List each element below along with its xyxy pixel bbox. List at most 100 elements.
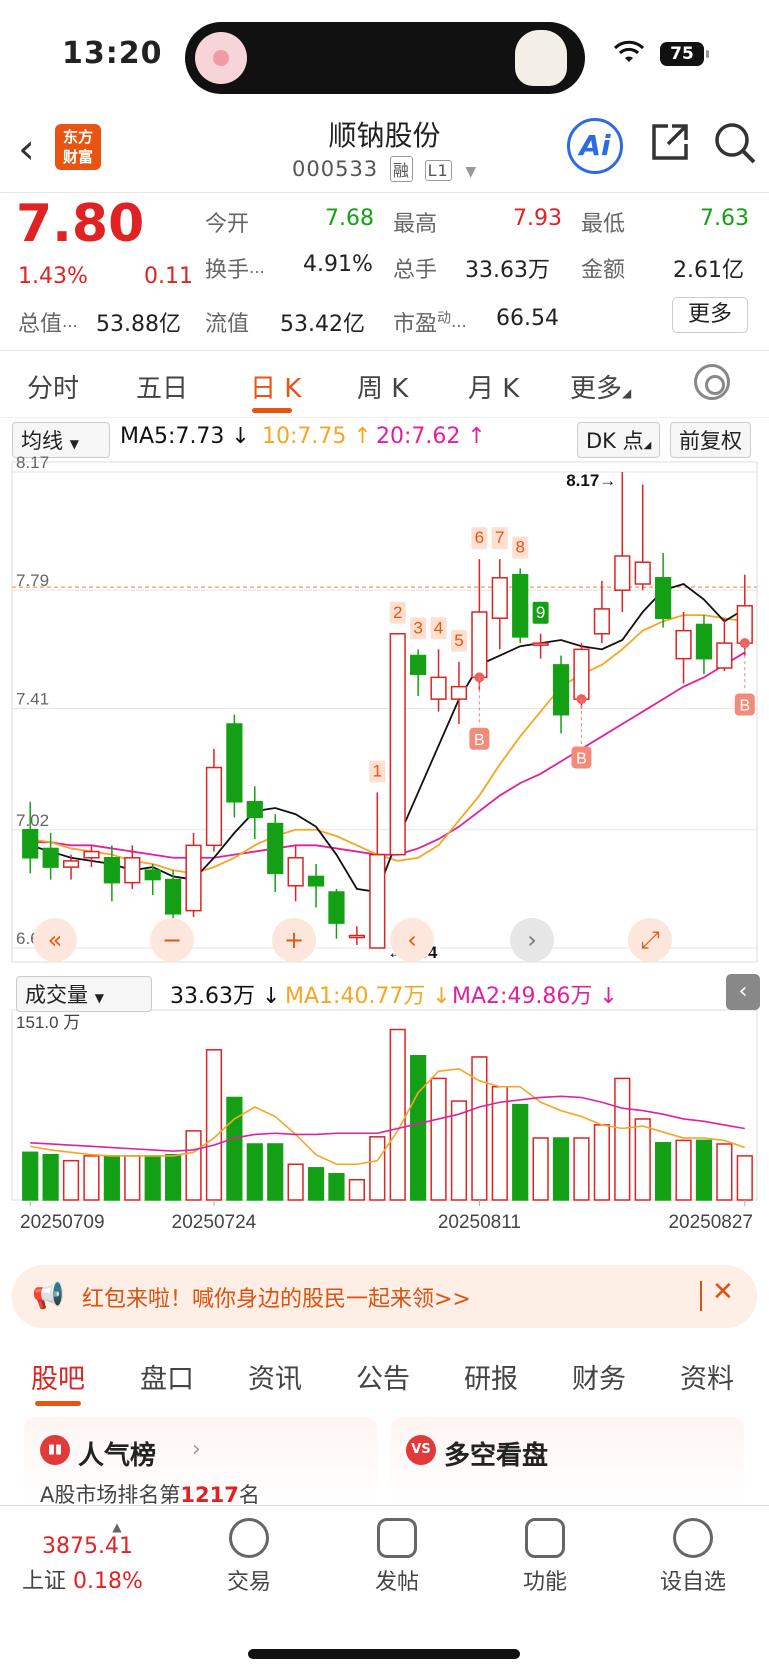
rank-number: 1217 bbox=[180, 1483, 239, 1507]
bull-bear-card[interactable]: VS 多空看盘 bbox=[390, 1417, 744, 1507]
prev-icon[interactable] bbox=[390, 918, 434, 962]
tab-finance[interactable]: 财务 bbox=[572, 1364, 626, 1395]
tab-monthly-k[interactable]: 月 K bbox=[468, 374, 520, 404]
logo-text-1: 东方 bbox=[62, 128, 93, 146]
zoom-in-icon[interactable] bbox=[272, 918, 316, 962]
low-value: 7.63 bbox=[700, 206, 749, 231]
popularity-card[interactable]: ▮▮ 人气榜 › A股市场排名第1217名 bbox=[24, 1417, 378, 1507]
volume-bar bbox=[103, 1155, 120, 1201]
signal-badge bbox=[734, 693, 755, 716]
kline-chart[interactable]: 8.177.797.417.026.64123456789BBB8.17→←6.… bbox=[0, 0, 769, 1250]
volume-ma1: MA1:40.77万 ↓ bbox=[285, 984, 451, 1009]
volume-bar bbox=[369, 1136, 386, 1201]
ma-select[interactable]: 均线 ▼ bbox=[12, 422, 110, 458]
margin-tag: 融 bbox=[389, 156, 413, 182]
zoom-out-icon[interactable] bbox=[150, 918, 194, 962]
tab-guba[interactable]: 股吧 bbox=[31, 1364, 85, 1395]
open-label: 今开 bbox=[205, 212, 250, 237]
index-change: 0.18% bbox=[73, 1569, 143, 1594]
promo-banner[interactable]: 📢 红包来啦！喊你身边的股民一起来领>> ✕ bbox=[12, 1265, 757, 1328]
candle-body bbox=[573, 648, 590, 700]
close-icon[interactable]: ✕ bbox=[712, 1277, 734, 1307]
ai-button[interactable]: Ai bbox=[567, 118, 623, 174]
battery-icon: 75 bbox=[660, 42, 709, 66]
tab-research[interactable]: 研报 bbox=[464, 1364, 518, 1395]
stock-code-row[interactable]: 000533 融 L1 ▼ bbox=[292, 156, 477, 182]
tab-orderbook[interactable]: 盘口 bbox=[140, 1364, 194, 1395]
index-widget[interactable]: ▲ 3875.41 上证 0.18% bbox=[22, 1520, 172, 1595]
dk-point-button[interactable]: DK 点◢ bbox=[577, 422, 661, 458]
flower-icon bbox=[195, 32, 247, 84]
y-tick-label: 7.79 bbox=[16, 571, 49, 590]
tab-five-day[interactable]: 五日 bbox=[136, 374, 189, 404]
sequence-label: 9 bbox=[536, 603, 545, 622]
float-cap-value: 53.42亿 bbox=[280, 312, 365, 337]
nav-functions[interactable]: 功能 bbox=[500, 1518, 590, 1596]
nav-functions-label: 功能 bbox=[522, 1570, 567, 1595]
tab-news[interactable]: 资讯 bbox=[248, 1364, 302, 1395]
volume-bar bbox=[655, 1142, 672, 1201]
zoom-in-icon-glyph: + bbox=[284, 926, 304, 954]
share-icon[interactable] bbox=[648, 120, 692, 164]
divider bbox=[700, 1281, 702, 1311]
volume-bar bbox=[736, 1155, 753, 1201]
amount-label: 金额 bbox=[581, 258, 626, 283]
rewind-icon[interactable] bbox=[33, 918, 77, 962]
more-button[interactable]: 更多 bbox=[672, 297, 748, 333]
candle-body bbox=[83, 850, 100, 859]
fullscreen-icon-glyph: ⤢ bbox=[640, 926, 659, 954]
volume-bar bbox=[593, 1124, 610, 1201]
volume-bar bbox=[430, 1077, 447, 1201]
candle-body bbox=[348, 934, 365, 939]
volume-bar bbox=[532, 1137, 549, 1201]
next-icon[interactable] bbox=[510, 918, 554, 962]
candle-body bbox=[389, 633, 406, 856]
volume-bar bbox=[287, 1163, 304, 1201]
nav-trade-label: 交易 bbox=[226, 1570, 271, 1595]
tab-announcements[interactable]: 公告 bbox=[356, 1364, 410, 1395]
volume-select[interactable]: 成交量 ▼ bbox=[16, 976, 152, 1012]
candle-body bbox=[165, 878, 182, 915]
nav-watchlist[interactable]: 设自选 bbox=[648, 1518, 738, 1596]
caret-icon: ◢ bbox=[643, 440, 652, 451]
next-icon-glyph: › bbox=[527, 926, 537, 954]
back-button[interactable]: ‹ bbox=[18, 124, 35, 173]
sequence-badge bbox=[491, 527, 508, 550]
volume-indicator-row: 成交量 ▼ 33.63万 ↓ MA1:40.77万 ↓ MA2:49.86万 ↓… bbox=[0, 974, 769, 1012]
prev-icon-glyph: ‹ bbox=[407, 926, 417, 954]
status-bar: 13:20 75 bbox=[0, 0, 769, 110]
info-icon[interactable]: ⋯ bbox=[451, 316, 468, 335]
volume-bar bbox=[573, 1137, 590, 1201]
nav-post[interactable]: 发帖 bbox=[352, 1518, 442, 1596]
tab-daily-k[interactable]: 日 K bbox=[250, 374, 302, 404]
x-tick-label: 20250811 bbox=[438, 1212, 521, 1233]
status-time: 13:20 bbox=[62, 36, 163, 71]
max-annotation: 8.17→ bbox=[566, 471, 616, 490]
chevron-down-icon: ▼ bbox=[465, 164, 478, 180]
index-name: 上证 bbox=[22, 1569, 67, 1594]
fullscreen-icon[interactable] bbox=[628, 918, 672, 962]
current-price: 7.80 bbox=[16, 194, 145, 254]
high-label: 最高 bbox=[393, 212, 438, 237]
info-icon[interactable]: ⋯ bbox=[249, 262, 266, 281]
sequence-label: 7 bbox=[495, 528, 504, 547]
ma20-value: 20:7.62 ↑ bbox=[376, 424, 486, 449]
candle-body bbox=[634, 561, 651, 585]
eastmoney-logo: 东方 财富 bbox=[55, 124, 101, 170]
tab-more[interactable]: 更多◢ bbox=[570, 368, 631, 405]
signal-label: B bbox=[474, 732, 485, 749]
ma10-line bbox=[30, 614, 745, 875]
search-icon[interactable] bbox=[712, 120, 758, 166]
tab-weekly-k[interactable]: 周 K bbox=[357, 374, 409, 404]
candle-body bbox=[307, 875, 325, 887]
volume-bar bbox=[716, 1143, 733, 1201]
adjust-button[interactable]: 前复权 bbox=[670, 422, 751, 458]
tab-profile[interactable]: 资料 bbox=[680, 1364, 734, 1395]
info-icon[interactable]: ⋯ bbox=[62, 316, 79, 335]
logo-text-2: 财富 bbox=[62, 148, 93, 166]
collapse-button[interactable]: ‹ bbox=[726, 974, 760, 1010]
nav-trade[interactable]: 交易 bbox=[204, 1518, 294, 1596]
gear-icon[interactable] bbox=[694, 364, 730, 400]
candle-body bbox=[205, 766, 223, 847]
tab-intraday[interactable]: 分时 bbox=[27, 374, 80, 404]
